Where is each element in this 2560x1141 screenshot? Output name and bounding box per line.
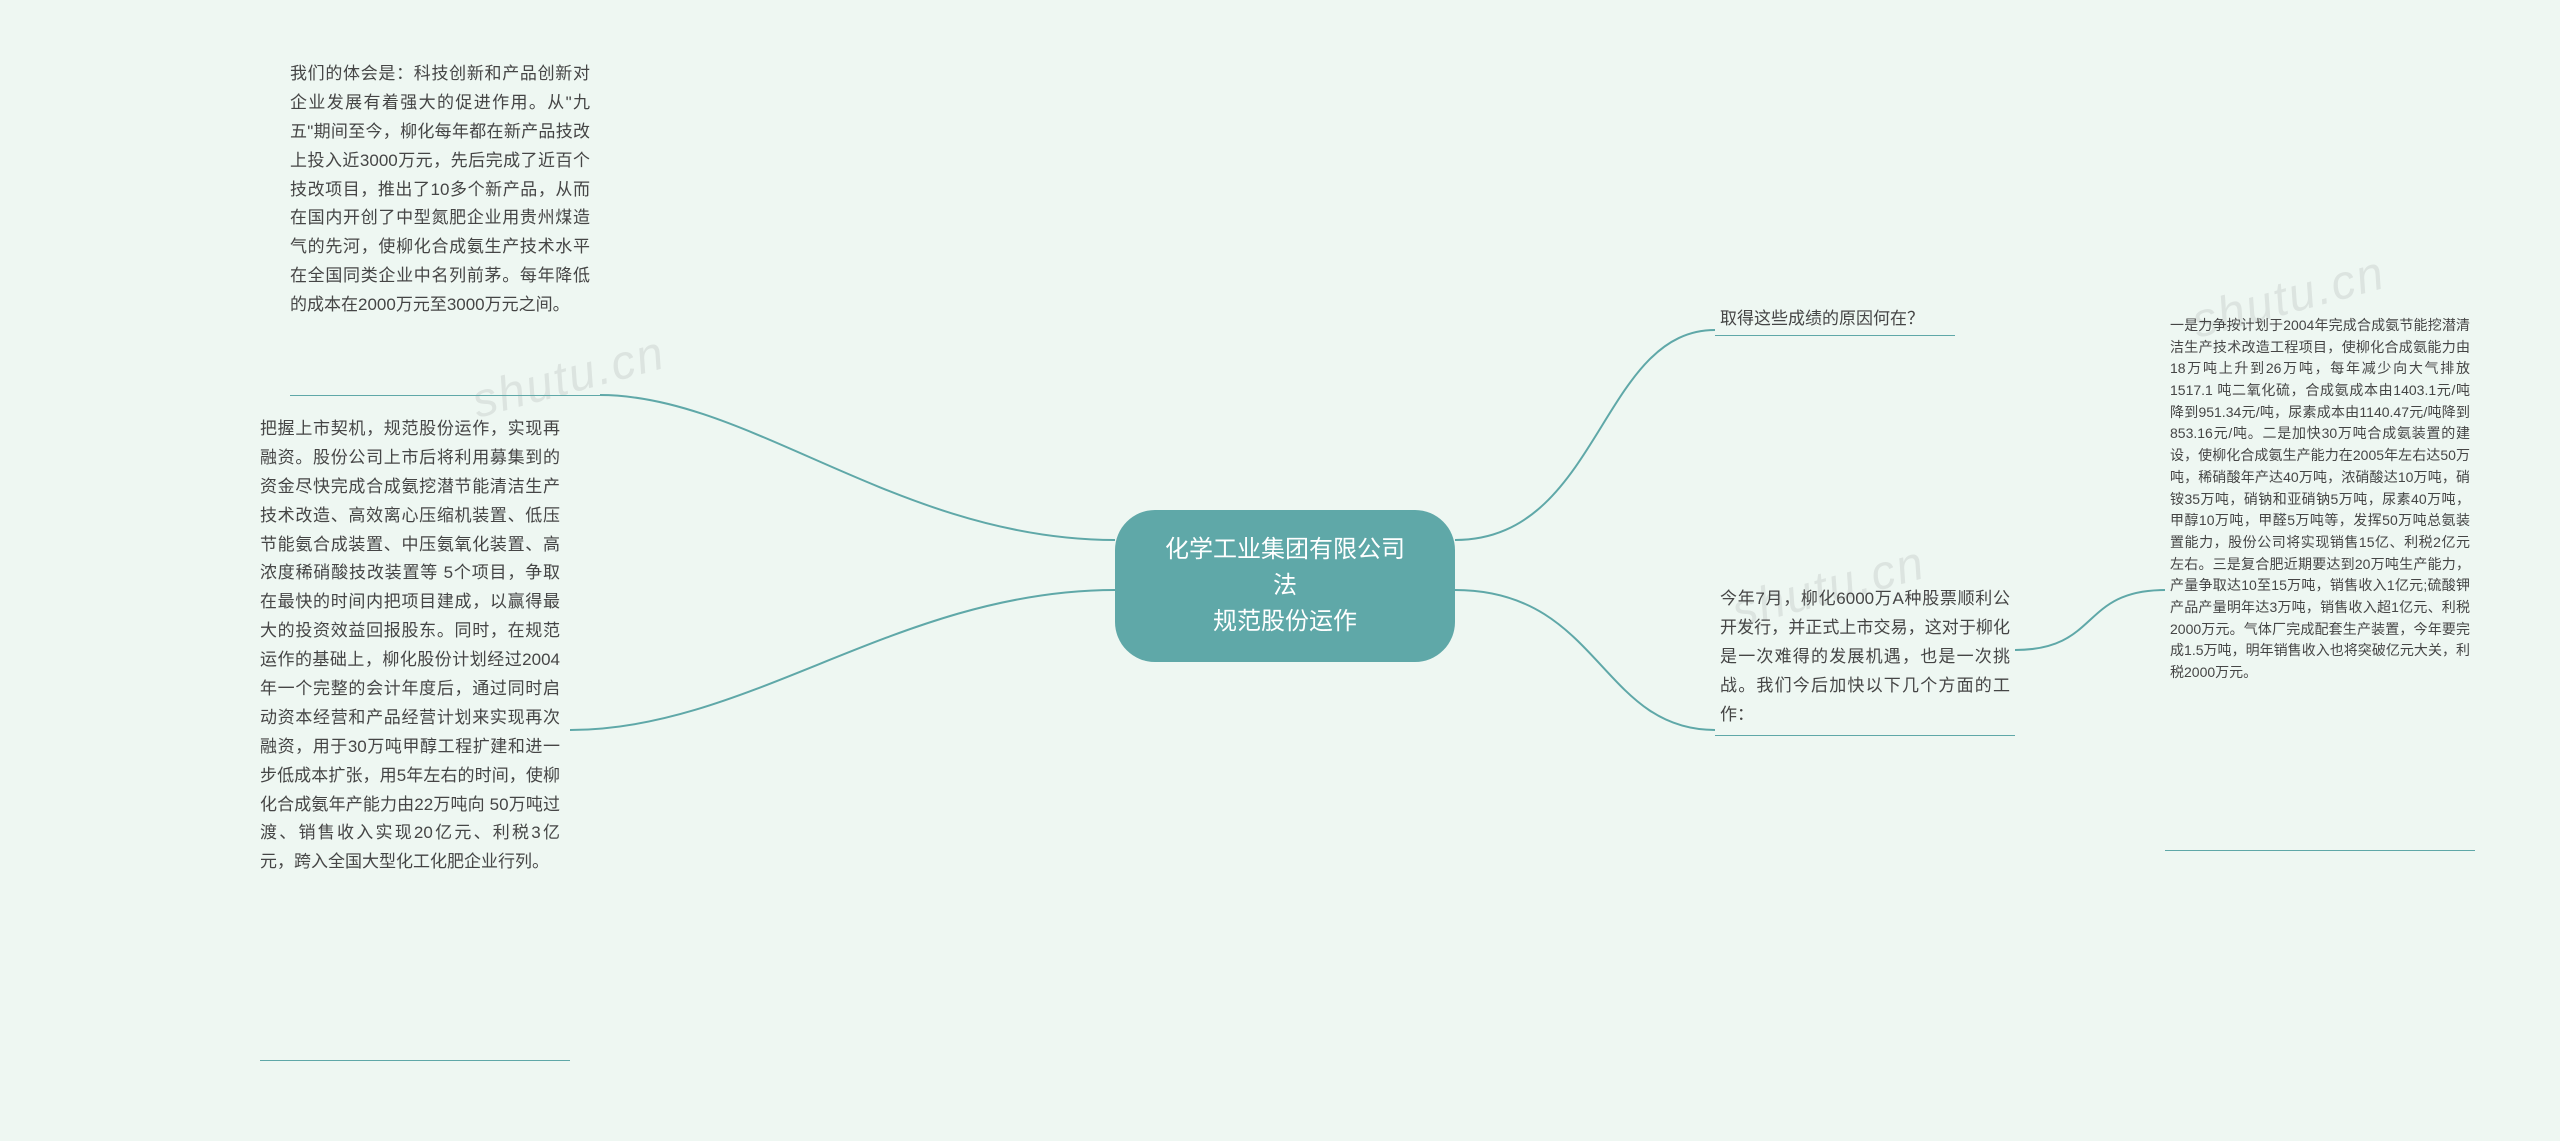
center-line1: 化学工业集团有限公司法 <box>1165 536 1405 599</box>
node-far-right: 一是力争按计划于2004年完成合成氨节能挖潜清洁生产技术改造工程项目，使柳化合成… <box>2170 315 2470 684</box>
watermark-1: shutu.cn <box>466 325 671 429</box>
node-bottom-right: 今年7月，柳化6000万A种股票顺利公开发行，并正式上市交易，这对于柳化是一次难… <box>1720 585 2010 729</box>
node-top-left: 我们的体会是：科技创新和产品创新对企业发展有着强大的促进作用。从"九五"期间至今… <box>290 60 590 320</box>
node-top-right: 取得这些成绩的原因何在？ <box>1720 305 2000 334</box>
underline-far-right <box>2165 850 2475 851</box>
node-bottom-left: 把握上市契机，规范股份运作，实现再融资。股份公司上市后将利用募集到的资金尽快完成… <box>260 415 560 877</box>
underline-top-right <box>1715 335 1955 336</box>
center-node: 化学工业集团有限公司法 规范股份运作 <box>1115 510 1455 662</box>
underline-top-left <box>290 395 600 396</box>
center-line2: 规范股份运作 <box>1213 608 1357 635</box>
underline-bottom-right <box>1715 735 2015 736</box>
underline-bottom-left <box>260 1060 570 1061</box>
